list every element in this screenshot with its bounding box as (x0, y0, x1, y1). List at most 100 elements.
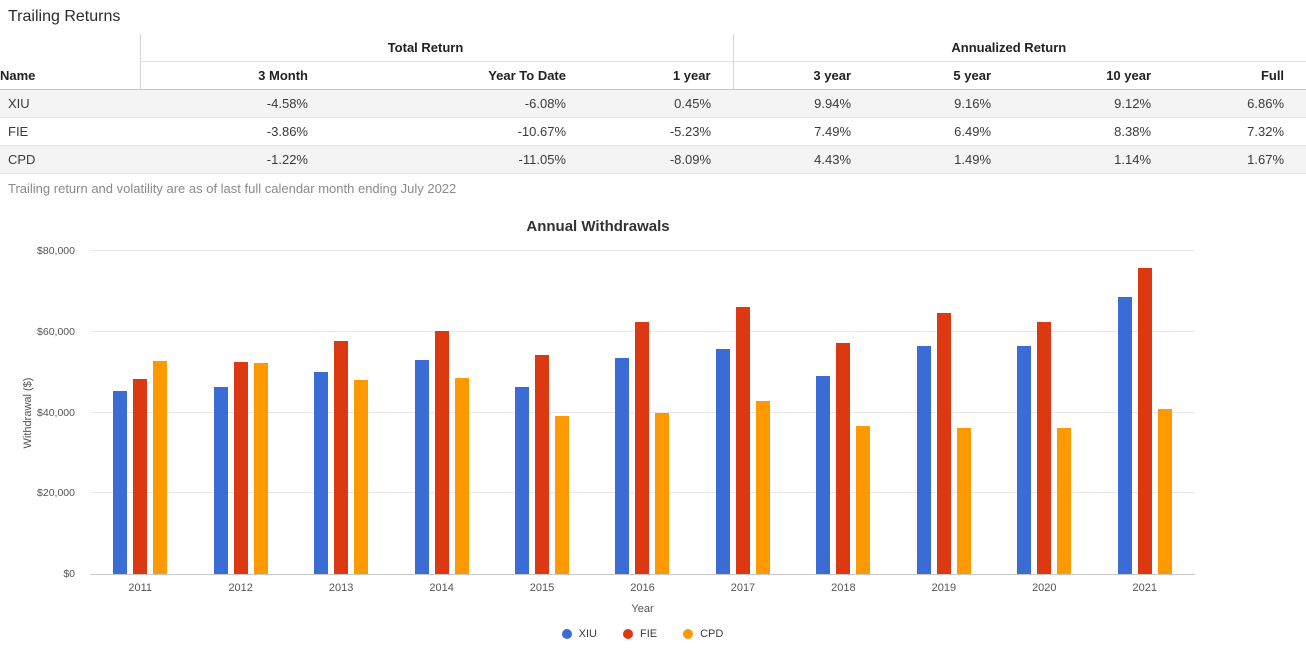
bar-cpd-2015[interactable] (555, 416, 570, 574)
bar-cpd-2011[interactable] (153, 361, 168, 574)
bar-group-2021: 2021 (1095, 251, 1195, 594)
bar-cpd-2016[interactable] (655, 413, 670, 574)
y-tick-label: $60,000 (37, 325, 75, 338)
bar-fie-2018[interactable] (836, 343, 851, 574)
bar-fie-2013[interactable] (334, 341, 349, 574)
bar-xiu-2019[interactable] (916, 346, 931, 574)
gridline (90, 250, 1195, 251)
bar-fie-2021[interactable] (1137, 267, 1152, 574)
table-column-header-row: 3 Month Year To Date 1 year 3 year 5 yea… (0, 61, 1306, 90)
chart-legend: XIU FIE CPD (90, 628, 1195, 640)
bar-cpd-2012[interactable] (253, 363, 268, 574)
bar-cpd-2019[interactable] (956, 428, 971, 574)
bar-xiu-2012[interactable] (213, 386, 228, 574)
legend-item-cpd: CPD (683, 628, 723, 640)
bar-xiu-2021[interactable] (1117, 296, 1132, 574)
cell-value: 0.45% (588, 89, 734, 118)
bar-fie-2016[interactable] (635, 322, 650, 574)
legend-item-xiu: XIU (561, 628, 597, 640)
cell-value: -4.58% (140, 89, 330, 118)
row-name: CPD (0, 145, 140, 174)
x-tick-label: 2014 (429, 582, 454, 594)
bar-fie-2017[interactable] (735, 306, 750, 574)
bar-fie-2015[interactable] (535, 355, 550, 574)
cell-value: 6.49% (873, 117, 1014, 146)
row-name: XIU (0, 89, 140, 118)
table-row-cpd: CPD -1.22% -11.05% -8.09% 4.43% 1.49% 1.… (0, 145, 1306, 174)
bar-group-2018: 2018 (793, 251, 893, 594)
table-footnote: Trailing return and volatility are as of… (8, 181, 457, 196)
bar-xiu-2016[interactable] (615, 358, 630, 574)
bar-cpd-2014[interactable] (454, 378, 469, 574)
bar-fie-2020[interactable] (1037, 322, 1052, 574)
y-tick-label: $20,000 (37, 487, 75, 500)
bar-group-2014: 2014 (391, 251, 491, 594)
plot-area: $0 $20,000 $40,000 $60,000 $80,000 2011 2012 20… (37, 245, 1195, 594)
x-tick-label: 2017 (730, 582, 756, 594)
bar-cpd-2021[interactable] (1157, 408, 1172, 574)
bar-cpd-2017[interactable] (755, 401, 770, 574)
cell-value: 1.14% (1013, 145, 1174, 174)
column-header-name: Name (0, 34, 140, 90)
bar-xiu-2015[interactable] (515, 386, 530, 574)
cell-value: 6.86% (1173, 89, 1306, 118)
bar-group-2019: 2019 (894, 251, 994, 594)
bar-xiu-2014[interactable] (414, 360, 429, 574)
cell-value: -1.22% (140, 145, 330, 174)
x-tick-label: 2018 (831, 582, 856, 594)
bar-cpd-2018[interactable] (856, 425, 871, 574)
bar-group-2015: 2015 (492, 251, 592, 594)
legend-label: FIE (639, 628, 658, 640)
bar-cpd-2013[interactable] (354, 379, 369, 574)
legend-dot-icon (561, 629, 572, 639)
bar-fie-2019[interactable] (936, 312, 951, 574)
x-axis-title: Year (631, 603, 654, 615)
x-tick-label: 2021 (1132, 582, 1157, 594)
bar-xiu-2013[interactable] (314, 372, 329, 574)
bar-xiu-2017[interactable] (715, 348, 730, 574)
trailing-returns-table: Name Total Return Annualized Return 3 Mo… (0, 34, 1306, 174)
bar-group-2011: 2011 (90, 251, 190, 594)
y-tick-label: $0 (63, 568, 75, 580)
bar-group-2012: 2012 (190, 251, 290, 594)
bar-fie-2012[interactable] (233, 362, 248, 574)
bar-xiu-2018[interactable] (816, 376, 831, 574)
cell-value: 7.49% (733, 117, 874, 146)
legend-label: XIU (578, 628, 597, 640)
row-name: FIE (0, 117, 140, 146)
bar-cpd-2020[interactable] (1057, 428, 1072, 574)
cell-value: 9.94% (733, 89, 874, 118)
cell-value: -11.05% (330, 145, 588, 174)
bar-xiu-2020[interactable] (1017, 346, 1032, 574)
column-header-full: Full (1173, 61, 1306, 90)
cell-value: 9.12% (1013, 89, 1174, 118)
group-header-total-return: Total Return (139, 34, 734, 62)
bar-xiu-2011[interactable] (113, 391, 128, 574)
x-tick-label: 2012 (228, 582, 253, 594)
cell-value: -8.09% (588, 145, 734, 174)
y-tick-label: $80,000 (37, 245, 75, 257)
bar-groups: 2011 2012 2013 2014 2015 2016 2017 2018 2019 2020… (90, 251, 1195, 594)
column-header-1-year: 1 year (588, 61, 734, 90)
cell-value: -5.23% (588, 117, 734, 146)
x-tick-label: 2019 (931, 582, 957, 594)
column-header-3-month: 3 Month (139, 61, 330, 90)
table-row-fie: FIE -3.86% -10.67% -5.23% 7.49% 6.49% 8.… (0, 117, 1306, 146)
legend-dot-icon (622, 629, 633, 639)
bar-group-2020: 2020 (994, 251, 1094, 594)
legend-item-fie: FIE (622, 628, 658, 640)
cell-value: 8.38% (1013, 117, 1174, 146)
cell-value: -6.08% (330, 89, 588, 118)
cell-value: 7.32% (1173, 117, 1306, 146)
column-header-3-year: 3 year (732, 61, 874, 90)
table-group-header-row: Name Total Return Annualized Return (0, 34, 1306, 90)
y-axis-title: Withdrawal ($) (22, 377, 34, 449)
bar-fie-2011[interactable] (133, 379, 148, 574)
bar-fie-2014[interactable] (434, 331, 449, 574)
chart-title: Annual Withdrawals (526, 218, 670, 235)
legend-label: CPD (700, 628, 724, 640)
x-tick-label: 2011 (128, 582, 153, 594)
annual-withdrawals-chart: Annual Withdrawals Withdrawal ($) $0 $20,… (0, 218, 1306, 640)
cell-value: 1.67% (1173, 145, 1306, 174)
table-row-xiu: XIU -4.58% -6.08% 0.45% 9.94% 9.16% 9.12… (0, 89, 1306, 118)
